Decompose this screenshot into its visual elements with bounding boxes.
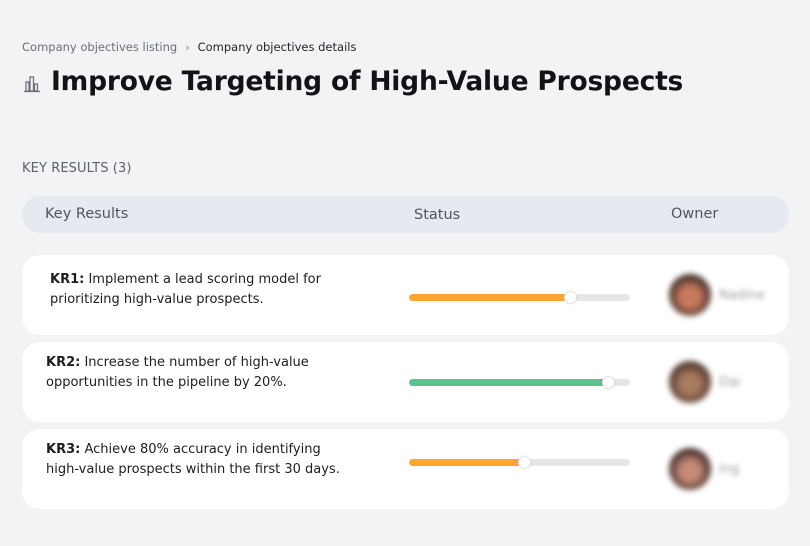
owner-name: Dai: [719, 374, 741, 390]
owner-name: Nadine: [719, 287, 765, 303]
building-icon: [22, 74, 42, 94]
key-results-section-label: KEY RESULTS (3): [22, 161, 132, 176]
key-result-id: KR1:: [50, 272, 85, 287]
column-header-status: Status: [414, 207, 461, 223]
key-result-progress-bar: [409, 376, 630, 389]
progress-fill: [409, 459, 524, 466]
progress-fill: [409, 379, 608, 386]
breadcrumb-link-objectives-listing[interactable]: Company objectives listing: [22, 40, 178, 54]
column-header-key-results: Key Results: [45, 206, 129, 222]
key-result-description: KR3: Achieve 80% accuracy in identifying…: [46, 440, 356, 480]
page-title: Improve Targeting of High-Value Prospect…: [51, 66, 684, 97]
key-result-owner[interactable]: Dai: [669, 361, 741, 403]
key-result-row[interactable]: KR3: Achieve 80% accuracy in identifying…: [22, 429, 789, 509]
key-result-row[interactable]: KR1: Implement a lead scoring model for …: [22, 255, 789, 335]
key-result-row[interactable]: KR2: Increase the number of high-value o…: [22, 342, 789, 422]
key-result-text: Achieve 80% accuracy in identifying high…: [46, 442, 340, 477]
key-result-progress-bar: [409, 291, 630, 304]
breadcrumb-separator-icon: ›: [185, 40, 190, 54]
page-title-row: Improve Targeting of High-Value Prospect…: [22, 66, 683, 97]
key-result-owner[interactable]: Nadine: [669, 274, 765, 316]
progress-thumb[interactable]: [564, 291, 578, 304]
owner-avatar: [669, 274, 711, 316]
owner-avatar: [669, 448, 711, 490]
key-result-id: KR2:: [46, 355, 81, 370]
owner-name: Ing: [719, 461, 740, 477]
owner-avatar: [669, 361, 711, 403]
key-result-progress-bar: [409, 456, 630, 469]
key-result-owner[interactable]: Ing: [669, 448, 739, 490]
key-result-text: Increase the number of high-value opport…: [46, 355, 309, 390]
key-results-table-header: Key Results Status Owner: [22, 196, 789, 233]
breadcrumb: Company objectives listing › Company obj…: [22, 40, 356, 54]
progress-thumb[interactable]: [517, 456, 531, 469]
key-result-id: KR3:: [46, 442, 81, 457]
key-result-text: Implement a lead scoring model for prior…: [50, 272, 321, 307]
progress-fill: [409, 294, 571, 301]
progress-thumb[interactable]: [601, 376, 615, 389]
key-result-description: KR1: Implement a lead scoring model for …: [50, 270, 350, 310]
breadcrumb-current-objective-details: Company objectives details: [197, 40, 357, 54]
key-result-description: KR2: Increase the number of high-value o…: [46, 353, 373, 393]
column-header-owner: Owner: [671, 206, 719, 222]
